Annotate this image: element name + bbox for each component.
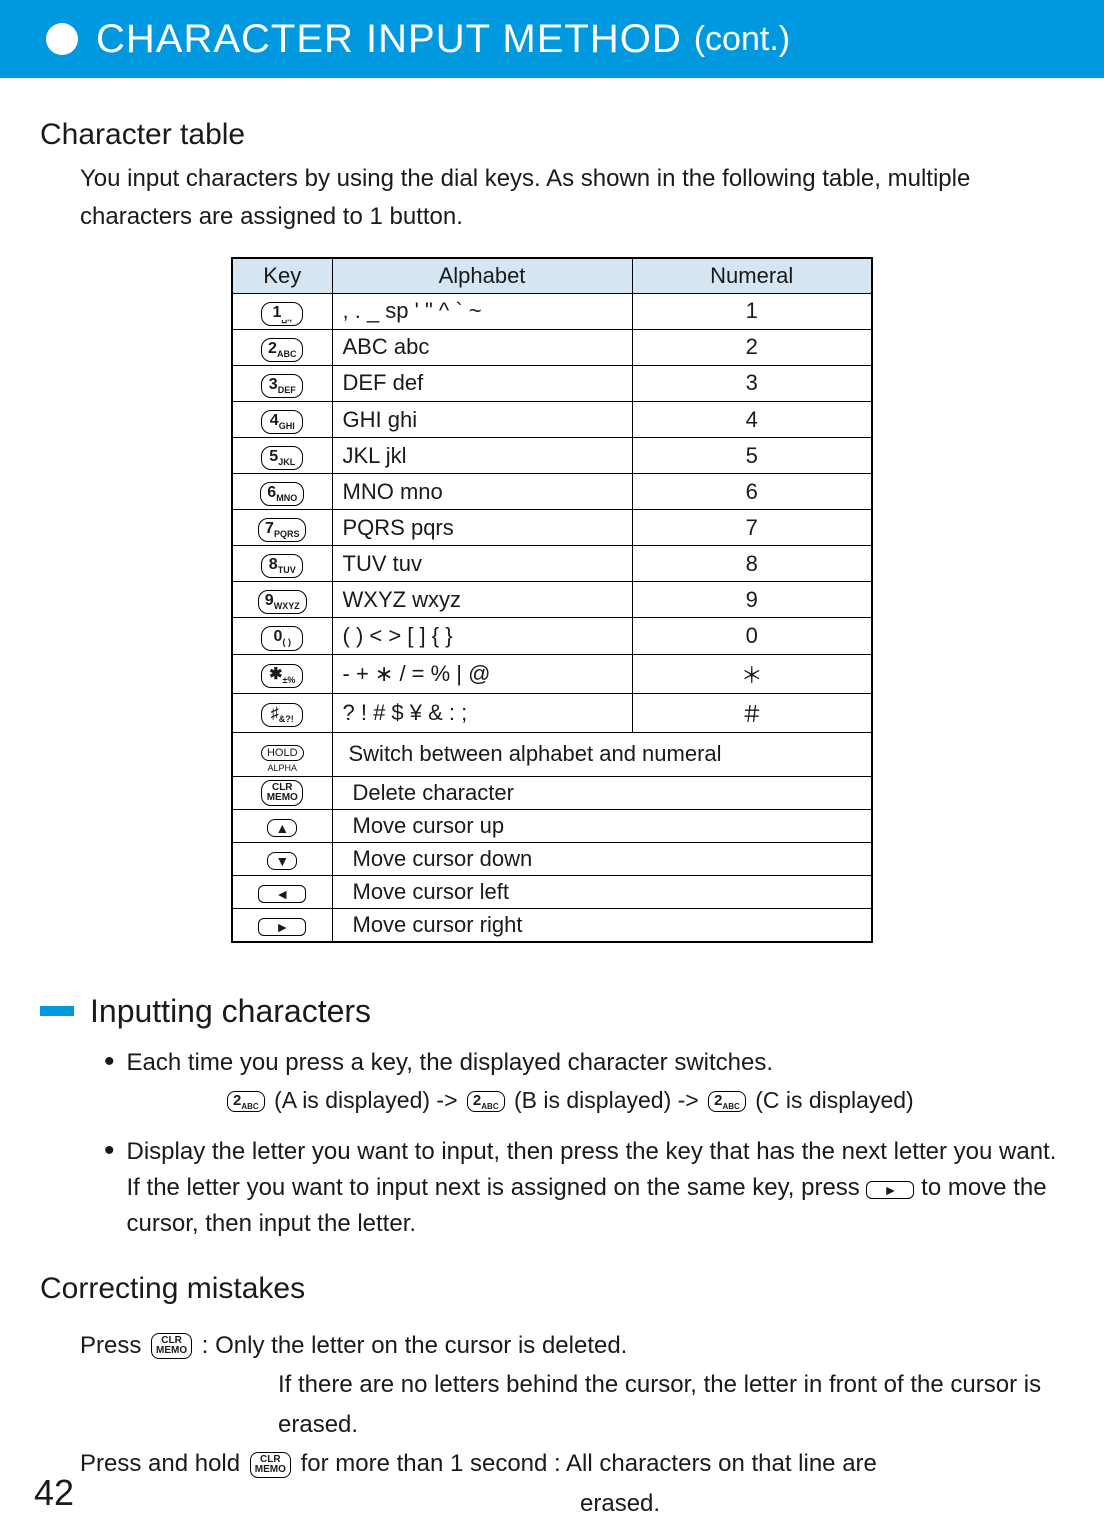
alpha-cell: , . _ sp ' " ^ ` ~ [332, 293, 632, 329]
table-row: HOLDALPHA Switch between alphabet and nu… [232, 732, 872, 776]
key-2abc-icon: 2ABC [227, 1091, 265, 1113]
page-title: CHARACTER INPUT METHOD [96, 17, 682, 62]
header-bullet-icon [46, 23, 78, 55]
bullet-text-2: Display the letter you want to input, th… [127, 1134, 1064, 1242]
num-cell: 8 [632, 546, 872, 582]
bullet-dot-icon: • [104, 1045, 115, 1081]
page-title-cont: (cont.) [694, 20, 790, 59]
table-row: 2ABC ABC abc 2 [232, 329, 872, 365]
dial-key-icon: 0( ) [261, 626, 303, 650]
clr-memo-key-icon: CLRMEMO [151, 1333, 192, 1359]
alpha-cell: ? ! # $ ¥ & : ; [332, 693, 632, 732]
arrow-key-icon: ▲ [267, 819, 297, 838]
table-row: 8TUV TUV tuv 8 [232, 546, 872, 582]
num-cell: 6 [632, 474, 872, 510]
hold-key-icon: HOLD [261, 745, 304, 761]
num-cell: 4 [632, 402, 872, 438]
dial-key-icon: ✱±% [261, 664, 303, 688]
alpha-cell: JKL jkl [332, 438, 632, 474]
dial-key-icon: 3DEF [261, 374, 303, 398]
alpha-cell: GHI ghi [332, 402, 632, 438]
num-cell: 9 [632, 582, 872, 618]
character-table: Key Alphabet Numeral 1␣., , . _ sp ' " ^… [231, 257, 873, 943]
dial-key-icon: 1␣., [261, 302, 303, 326]
alpha-cell: MNO mno [332, 474, 632, 510]
inputting-heading: Inputting characters [90, 993, 371, 1030]
num-cell: 3 [632, 365, 872, 401]
clr-memo-key-icon: CLRMEMO [261, 780, 303, 806]
num-cell: 2 [632, 329, 872, 365]
dial-key-icon: ♯&?! [261, 703, 303, 727]
right-arrow-key-icon: ► [866, 1181, 914, 1200]
table-row: ▼ Move cursor down [232, 842, 872, 875]
action-desc: Move cursor left [332, 875, 872, 908]
alpha-cell: DEF def [332, 365, 632, 401]
alpha-cell: ABC abc [332, 329, 632, 365]
table-row: 3DEF DEF def 3 [232, 365, 872, 401]
correcting-l2: If there are no letters behind the curso… [278, 1365, 1064, 1444]
th-numeral: Numeral [632, 258, 872, 294]
dial-key-icon: 4GHI [261, 410, 303, 434]
dial-key-icon: 7PQRS [258, 518, 306, 542]
action-desc: Move cursor up [332, 809, 872, 842]
correcting-block: Press CLRMEMO : Only the letter on the c… [80, 1326, 1064, 1524]
bullet-text-1: Each time you press a key, the displayed… [127, 1045, 774, 1081]
inputting-heading-row: Inputting characters [40, 993, 1064, 1030]
alpha-cell: PQRS pqrs [332, 510, 632, 546]
num-cell: ＃ [632, 693, 872, 732]
correcting-title: Correcting mistakes [40, 1272, 1064, 1306]
alpha-cell: ( ) < > [ ] { } [332, 618, 632, 654]
bullet-row: • Each time you press a key, the display… [104, 1045, 1064, 1081]
num-cell: 1 [632, 293, 872, 329]
num-cell: 5 [632, 438, 872, 474]
table-row: 1␣., , . _ sp ' " ^ ` ~ 1 [232, 293, 872, 329]
action-desc: Move cursor right [332, 908, 872, 942]
header-bar: CHARACTER INPUT METHOD (cont.) [0, 0, 1104, 78]
key-2abc-icon: 2ABC [708, 1091, 746, 1113]
table-row: 4GHI GHI ghi 4 [232, 402, 872, 438]
example-line: 2ABC (A is displayed) -> 2ABC (B is disp… [224, 1087, 1064, 1114]
action-desc: Delete character [332, 776, 872, 809]
dial-key-icon: 9WXYZ [258, 590, 307, 614]
th-key: Key [232, 258, 332, 294]
table-row: 5JKL JKL jkl 5 [232, 438, 872, 474]
heading-bar-icon [40, 1006, 74, 1016]
th-alphabet: Alphabet [332, 258, 632, 294]
table-row: ▲ Move cursor up [232, 809, 872, 842]
dial-key-icon: 6MNO [260, 482, 304, 506]
table-row: 6MNO MNO mno 6 [232, 474, 872, 510]
num-cell: ＊ [632, 654, 872, 693]
arrow-key-icon: ◄ [258, 885, 306, 904]
section-char-table-desc: You input characters by using the dial k… [80, 160, 1064, 237]
alpha-cell: WXYZ wxyz [332, 582, 632, 618]
table-row: 0( ) ( ) < > [ ] { } 0 [232, 618, 872, 654]
key-2abc-icon: 2ABC [467, 1091, 505, 1113]
alpha-cell: TUV tuv [332, 546, 632, 582]
arrow-key-icon: ► [258, 918, 306, 937]
action-desc: Switch between alphabet and numeral [332, 732, 872, 776]
arrow-key-icon: ▼ [267, 852, 297, 871]
table-row: CLRMEMO Delete character [232, 776, 872, 809]
alpha-cell: - + ∗ / = % | @ [332, 654, 632, 693]
dial-key-icon: 5JKL [261, 446, 303, 470]
num-cell: 7 [632, 510, 872, 546]
table-row: ◄ Move cursor left [232, 875, 872, 908]
action-desc: Move cursor down [332, 842, 872, 875]
clr-memo-key-icon: CLRMEMO [250, 1452, 291, 1478]
dial-key-icon: 8TUV [261, 554, 303, 578]
section-char-table-title: Character table [40, 118, 1064, 152]
correcting-l4: erased. [580, 1484, 1064, 1524]
table-row: 9WXYZ WXYZ wxyz 9 [232, 582, 872, 618]
table-row: ► Move cursor right [232, 908, 872, 942]
page-number: 42 [34, 1472, 74, 1514]
bullet-row: • Display the letter you want to input, … [104, 1134, 1064, 1242]
bullet-dot-icon: • [104, 1134, 115, 1242]
table-row: ♯&?! ? ! # $ ¥ & : ; ＃ [232, 693, 872, 732]
dial-key-icon: 2ABC [261, 338, 303, 362]
table-row: ✱±% - + ∗ / = % | @ ＊ [232, 654, 872, 693]
num-cell: 0 [632, 618, 872, 654]
table-row: 7PQRS PQRS pqrs 7 [232, 510, 872, 546]
